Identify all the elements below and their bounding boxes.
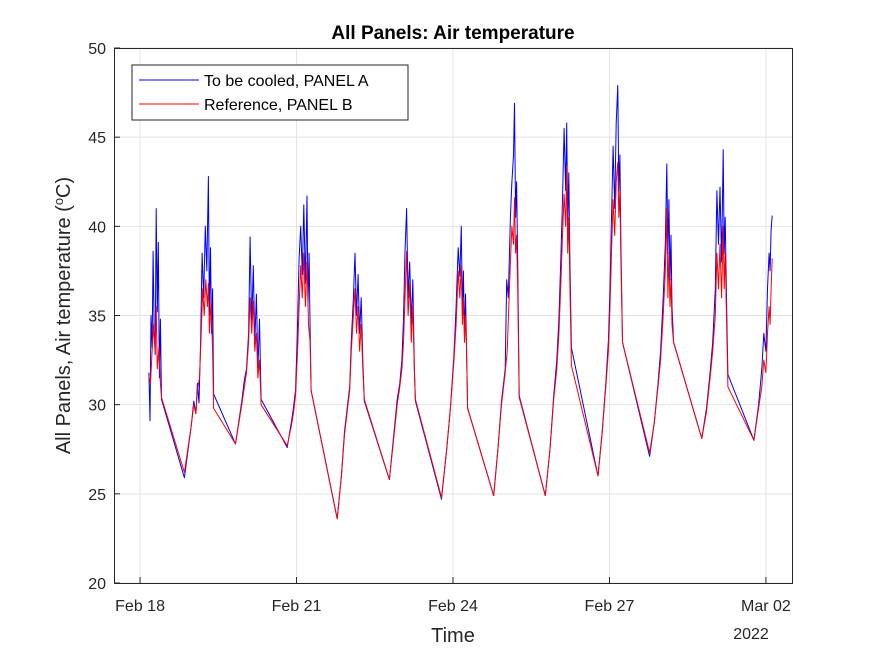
x-tick-label: Mar 02 xyxy=(741,598,791,615)
y-tick-label: 45 xyxy=(88,130,106,147)
y-tick-label: 40 xyxy=(88,219,106,236)
legend-box xyxy=(131,64,409,121)
y-tick-label: 20 xyxy=(88,576,106,593)
x-tick-label: Feb 24 xyxy=(428,598,478,615)
x-axis-year-label: 2022 xyxy=(733,626,769,643)
y-tick-label: 30 xyxy=(88,398,106,415)
y-tick-label: 50 xyxy=(88,41,106,58)
y-axis-label-unit: C) xyxy=(53,177,75,198)
y-axis-label-main: All Panels, Air temperature ( xyxy=(53,205,75,454)
legend-entry-panel-a: To be cooled, PANEL A xyxy=(204,73,369,90)
y-axis-label-degree: o xyxy=(51,198,66,205)
series-line-panel-b xyxy=(148,161,773,520)
chart-title: All Panels: Air temperature xyxy=(331,23,574,44)
y-tick-label: 35 xyxy=(88,309,106,326)
x-tick-label: Feb 27 xyxy=(585,598,635,615)
y-tick-label: 25 xyxy=(88,487,106,504)
legend-entry-panel-b: Reference, PANEL B xyxy=(204,97,353,114)
legend: To be cooled, PANEL A Reference, PANEL B xyxy=(131,64,409,121)
x-axis-label: Time xyxy=(431,625,475,647)
y-axis-label: All Panels, Air temperature (oC) xyxy=(51,177,75,454)
x-tick-label: Feb 18 xyxy=(115,598,165,615)
ticks: 20 25 30 35 40 45 50 Feb 18 Feb 21 Feb 24 Feb 27 Ma… xyxy=(88,41,791,615)
x-tick-label: Feb 21 xyxy=(272,598,322,615)
series-lines xyxy=(148,85,773,520)
